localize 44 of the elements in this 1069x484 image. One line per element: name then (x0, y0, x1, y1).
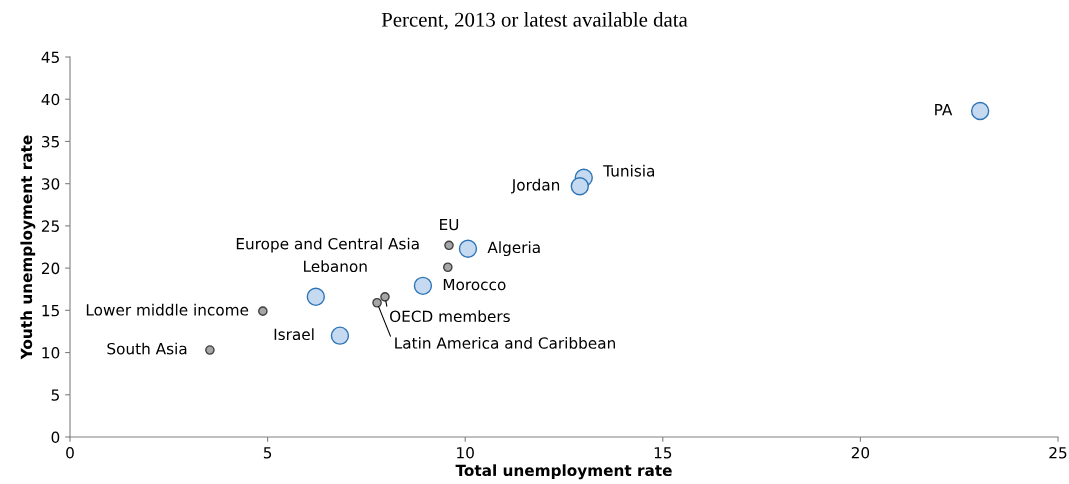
point (258, 306, 268, 316)
point (444, 240, 454, 251)
x-tick-label: 5 (263, 447, 272, 459)
y-tick-label: 5 (51, 389, 59, 401)
y-axis-title: Youth unemployment rate (20, 135, 36, 360)
x-tick-label: 25 (1049, 446, 1067, 459)
point (380, 292, 390, 302)
y-tick-label: 40 (41, 93, 60, 106)
point (306, 287, 326, 307)
x-tick-label: 10 (457, 446, 474, 459)
annotation: Lower middle income (86, 303, 249, 316)
y-tick-label: 15 (42, 305, 59, 317)
y-tick-label: 0 (51, 431, 60, 444)
annotation: Morocco (443, 278, 506, 291)
annotation: PA (935, 104, 953, 116)
annotation: Europe and Central Asia (236, 237, 419, 253)
annotation: EU (440, 218, 459, 231)
y-tick-label: 35 (42, 135, 59, 148)
x-tick-label: 15 (654, 447, 672, 459)
annotation: Tunisia (603, 164, 655, 177)
y-tick-label: 30 (42, 178, 60, 190)
y-tick-label: 20 (41, 262, 60, 275)
x-axis-title: Total unemployment rate (455, 464, 672, 480)
annotation: Lebanon (304, 260, 367, 273)
annotation: South Asia (107, 342, 187, 355)
point (413, 276, 433, 296)
y-tick-label: 10 (42, 347, 60, 359)
annotation: Jordan (510, 178, 560, 194)
annotation: OECD members (390, 310, 510, 323)
annotation: Algeria (487, 241, 540, 257)
y-tick-label: 25 (41, 220, 59, 232)
point (570, 176, 590, 196)
annotation: Israel (274, 328, 314, 341)
x-tick-label: 20 (851, 446, 870, 459)
point (330, 326, 350, 345)
point (458, 239, 478, 258)
chart-title: Percent, 2013 or latest available data (381, 12, 688, 30)
annotation: Latin America and Caribbean (395, 337, 615, 349)
point (205, 345, 215, 355)
point (372, 297, 382, 308)
x-tick-label: 0 (66, 446, 74, 459)
point (970, 101, 990, 121)
y-tick-label: 45 (41, 51, 59, 64)
point (443, 262, 453, 273)
